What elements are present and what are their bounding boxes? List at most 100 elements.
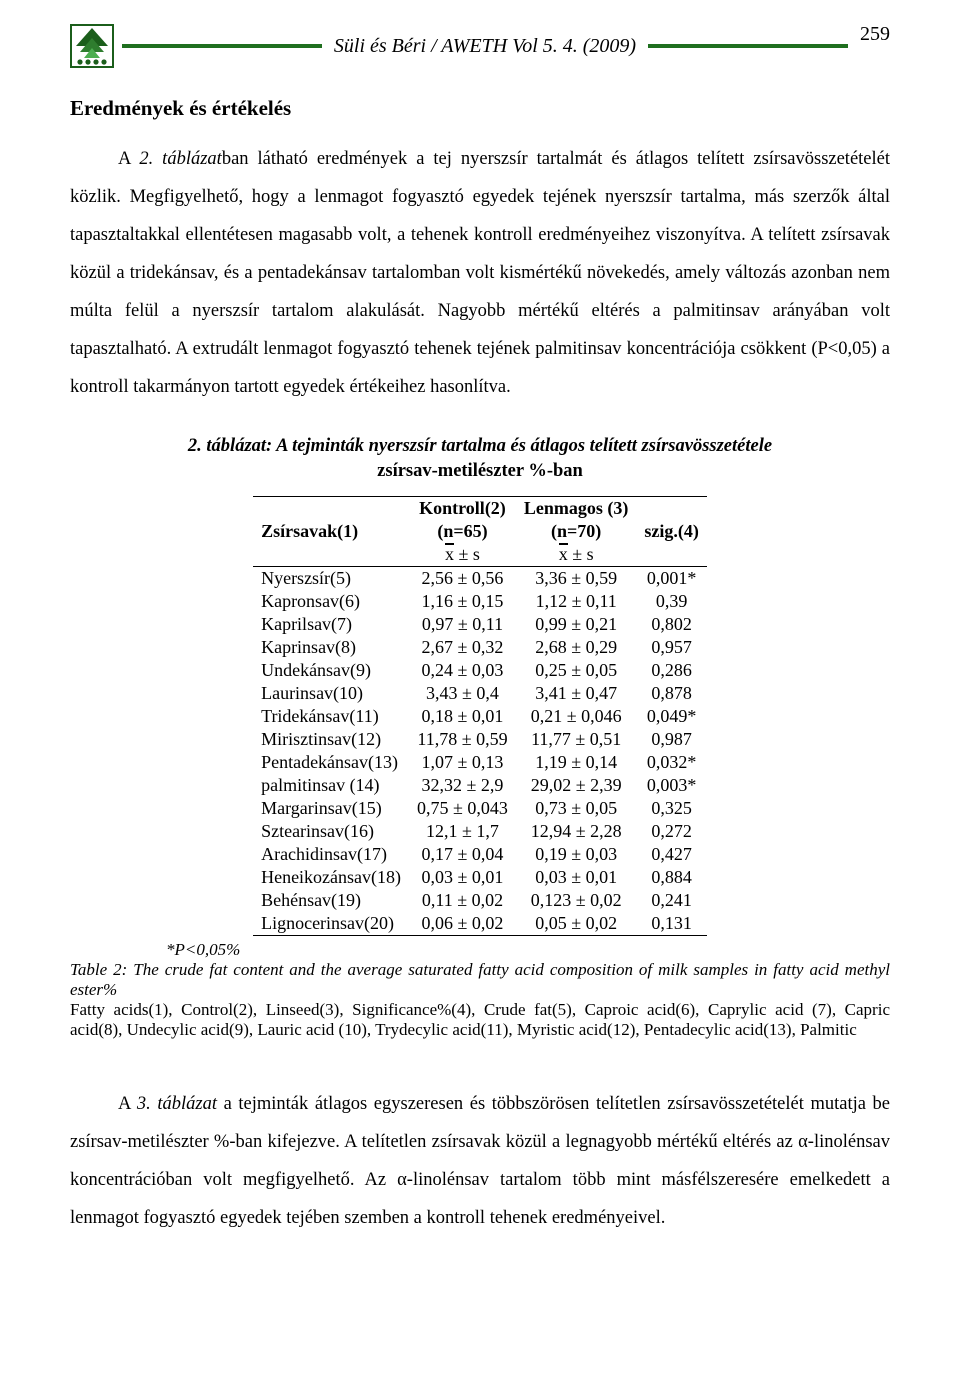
lenmagos-value: 1,12 ± 0,11 [516,590,637,613]
text: ban látható eredmények a tej nyerszsír t… [70,149,890,397]
szig-value: 0,286 [636,659,706,682]
text: A [118,1094,137,1114]
acid-name: Laurinsav(10) [253,682,409,705]
col-kontroll-a: Kontroll(2) [409,497,516,521]
table-subcaption: zsírsav-metilészter %-ban [70,461,890,482]
acid-name: Sztearinsav(16) [253,820,409,843]
acid-name: Undekánsav(9) [253,659,409,682]
xbar-1: x ± s [409,543,516,567]
lenmagos-value: 0,99 ± 0,21 [516,613,637,636]
lenmagos-value: 2,68 ± 0,29 [516,636,637,659]
table-row: Lignocerinsav(20)0,06 ± 0,020,05 ± 0,020… [253,912,707,936]
caption-number: 2. táblázat [188,436,266,456]
acid-name: Margarinsav(15) [253,797,409,820]
paragraph-1: A 2. táblázatban látható eredmények a te… [70,141,890,406]
kontroll-value: 0,97 ± 0,11 [409,613,516,636]
table-row: Kaprinsav(8)2,67 ± 0,322,68 ± 0,290,957 [253,636,707,659]
acid-name: palmitinsav (14) [253,774,409,797]
table-row: Undekánsav(9)0,24 ± 0,030,25 ± 0,050,286 [253,659,707,682]
kontroll-value: 1,07 ± 0,13 [409,751,516,774]
szig-value: 0,241 [636,889,706,912]
kontroll-value: 32,32 ± 2,9 [409,774,516,797]
table-row: Heneikozánsav(18)0,03 ± 0,010,03 ± 0,010… [253,866,707,889]
table-row: Nyerszsír(5)2,56 ± 0,563,36 ± 0,590,001* [253,567,707,591]
table-row: Pentadekánsav(13)1,07 ± 0,131,19 ± 0,140… [253,751,707,774]
table-row: Arachidinsav(17)0,17 ± 0,040,19 ± 0,030,… [253,843,707,866]
col-szig: szig.(4) [636,520,706,543]
szig-value: 0,131 [636,912,706,936]
xbar-2: x ± s [516,543,637,567]
kontroll-value: 2,67 ± 0,32 [409,636,516,659]
table-row: Mirisztinsav(12)11,78 ± 0,5911,77 ± 0,51… [253,728,707,751]
col-lenmagos-a: Lenmagos (3) [516,497,637,521]
lenmagos-value: 0,123 ± 0,02 [516,889,637,912]
table-row: Tridekánsav(11)0,18 ± 0,010,21 ± 0,0460,… [253,705,707,728]
acid-name: Kapronsav(6) [253,590,409,613]
fatty-acid-table: Kontroll(2) Lenmagos (3) Zsírsavak(1) (n… [253,496,707,936]
journal-logo-icon [70,24,114,68]
header-rule-right [648,44,848,48]
lenmagos-value: 3,36 ± 0,59 [516,567,637,591]
table-ref: 3. táblázat [137,1094,217,1114]
lenmagos-value: 0,03 ± 0,01 [516,866,637,889]
szig-value: 0,802 [636,613,706,636]
caption-text: : A tejminták nyerszsír tartalma és átla… [266,436,772,456]
szig-value: 0,987 [636,728,706,751]
table-footnote: *P<0,05% [166,940,890,960]
szig-value: 0,39 [636,590,706,613]
szig-value: 0,878 [636,682,706,705]
acid-name: Kaprinsav(8) [253,636,409,659]
acid-name: Nyerszsír(5) [253,567,409,591]
text: a tejminták átlagos egyszeresen és többs… [70,1094,890,1228]
section-heading: Eredmények és értékelés [70,96,890,121]
kontroll-value: 3,43 ± 0,4 [409,682,516,705]
table-row: palmitinsav (14)32,32 ± 2,929,02 ± 2,390… [253,774,707,797]
lenmagos-value: 0,73 ± 0,05 [516,797,637,820]
lenmagos-value: 3,41 ± 0,47 [516,682,637,705]
kontroll-value: 11,78 ± 0,59 [409,728,516,751]
kontroll-value: 0,24 ± 0,03 [409,659,516,682]
table-caption-english: Table 2: The crude fat content and the a… [70,960,890,1000]
szig-value: 0,003* [636,774,706,797]
kontroll-value: 0,03 ± 0,01 [409,866,516,889]
table-row: Laurinsav(10)3,43 ± 0,43,41 ± 0,470,878 [253,682,707,705]
table-row: Kaprilsav(7)0,97 ± 0,110,99 ± 0,210,802 [253,613,707,636]
lenmagos-value: 0,19 ± 0,03 [516,843,637,866]
szig-value: 0,272 [636,820,706,843]
lenmagos-value: 12,94 ± 2,28 [516,820,637,843]
table-legend-english: Fatty acids(1), Control(2), Linseed(3), … [70,1000,890,1040]
table-row: Sztearinsav(16)12,1 ± 1,712,94 ± 2,280,2… [253,820,707,843]
acid-name: Pentadekánsav(13) [253,751,409,774]
szig-value: 0,884 [636,866,706,889]
lenmagos-value: 29,02 ± 2,39 [516,774,637,797]
col-kontroll-b: (n=65) [409,520,516,543]
szig-value: 0,957 [636,636,706,659]
lenmagos-value: 0,25 ± 0,05 [516,659,637,682]
text: A [118,149,139,169]
table-row: Kapronsav(6)1,16 ± 0,151,12 ± 0,110,39 [253,590,707,613]
col-zsirsavak: Zsírsavak(1) [253,520,409,543]
page: Süli és Béri / AWETH Vol 5. 4. (2009) 25… [0,0,960,1297]
kontroll-value: 0,11 ± 0,02 [409,889,516,912]
acid-name: Behénsav(19) [253,889,409,912]
page-number: 259 [860,23,890,46]
table-row: Behénsav(19)0,11 ± 0,020,123 ± 0,020,241 [253,889,707,912]
kontroll-value: 0,17 ± 0,04 [409,843,516,866]
kontroll-value: 12,1 ± 1,7 [409,820,516,843]
lenmagos-value: 11,77 ± 0,51 [516,728,637,751]
lenmagos-value: 0,21 ± 0,046 [516,705,637,728]
szig-value: 0,427 [636,843,706,866]
paragraph-2: A 3. táblázat a tejminták átlagos egysze… [70,1086,890,1238]
table-ref: 2. táblázat [139,149,221,169]
table-wrap: Kontroll(2) Lenmagos (3) Zsírsavak(1) (n… [70,496,890,936]
szig-value: 0,001* [636,567,706,591]
table-row: Margarinsav(15)0,75 ± 0,0430,73 ± 0,050,… [253,797,707,820]
table-caption: 2. táblázat: A tejminták nyerszsír tarta… [70,436,890,457]
running-title: Süli és Béri / AWETH Vol 5. 4. (2009) [322,35,648,58]
header-rule-left [122,44,322,48]
acid-name: Mirisztinsav(12) [253,728,409,751]
kontroll-value: 0,75 ± 0,043 [409,797,516,820]
szig-value: 0,325 [636,797,706,820]
kontroll-value: 0,18 ± 0,01 [409,705,516,728]
kontroll-value: 0,06 ± 0,02 [409,912,516,936]
